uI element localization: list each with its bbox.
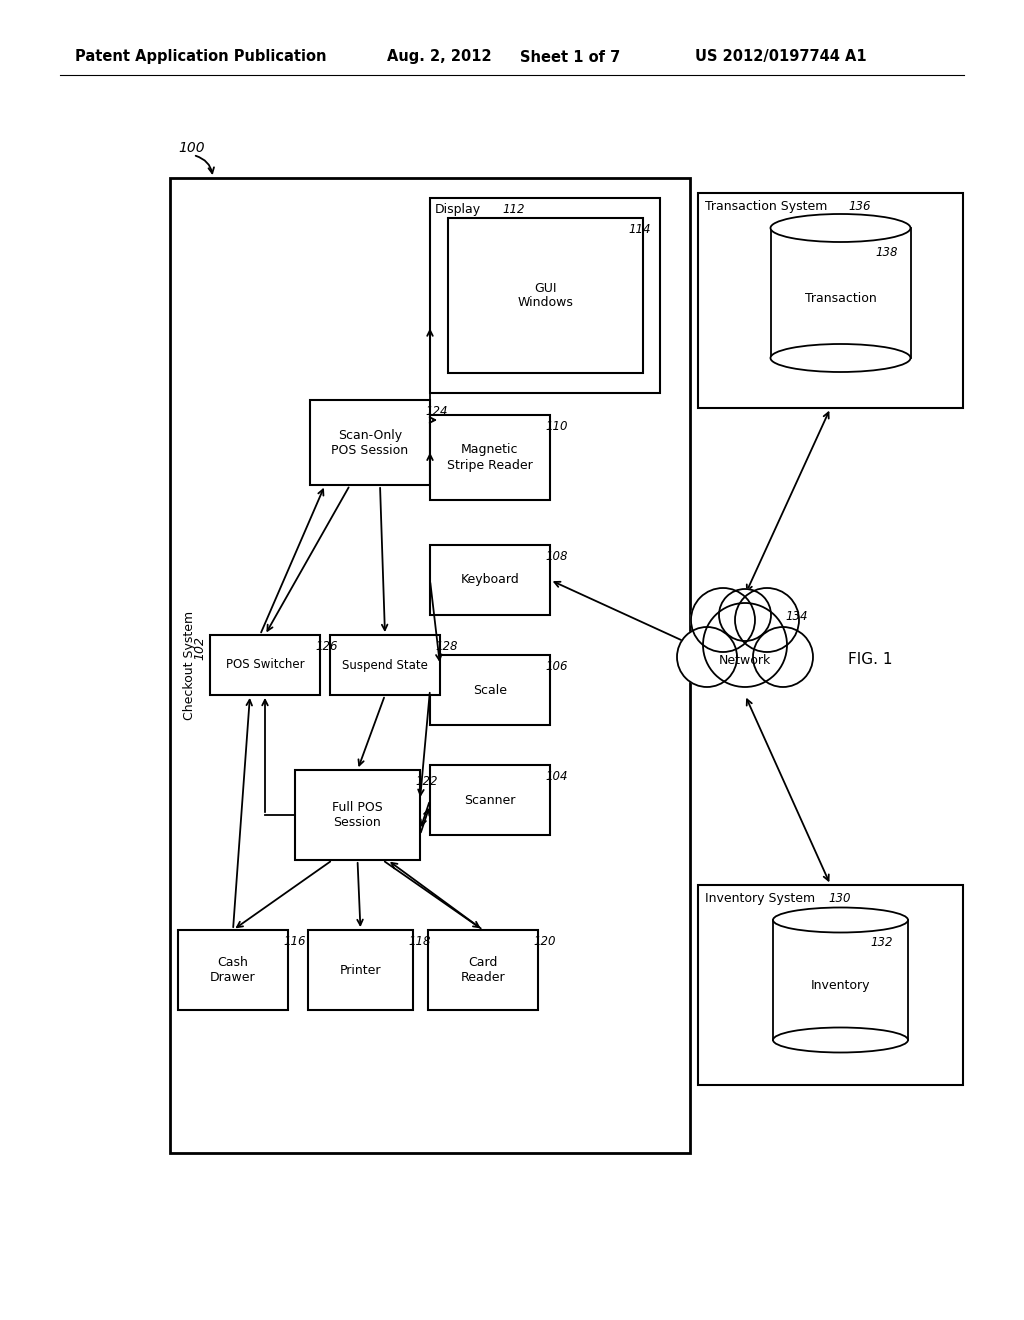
Text: 134: 134	[785, 610, 808, 623]
Text: 132: 132	[870, 936, 893, 949]
FancyBboxPatch shape	[430, 766, 550, 836]
Circle shape	[753, 627, 813, 686]
FancyBboxPatch shape	[698, 884, 963, 1085]
Circle shape	[703, 603, 787, 686]
Text: Suspend State: Suspend State	[342, 659, 428, 672]
Text: 136: 136	[848, 201, 870, 213]
Text: Scanner: Scanner	[464, 793, 516, 807]
Circle shape	[691, 587, 755, 652]
FancyBboxPatch shape	[428, 931, 538, 1010]
Text: Display: Display	[435, 203, 481, 216]
Text: 112: 112	[502, 203, 524, 216]
Text: Sheet 1 of 7: Sheet 1 of 7	[520, 49, 621, 65]
Text: 128: 128	[435, 640, 458, 653]
Text: 138: 138	[876, 247, 898, 260]
Text: Card
Reader: Card Reader	[461, 956, 505, 983]
Ellipse shape	[773, 908, 908, 932]
FancyBboxPatch shape	[449, 218, 643, 374]
Text: Network: Network	[719, 653, 771, 667]
Text: 102: 102	[193, 636, 206, 660]
FancyBboxPatch shape	[430, 655, 550, 725]
Text: 124: 124	[425, 405, 447, 418]
Text: FIG. 1: FIG. 1	[848, 652, 892, 668]
Bar	[773, 920, 908, 1040]
Circle shape	[735, 587, 799, 652]
Text: 120: 120	[534, 935, 555, 948]
Text: 114: 114	[628, 223, 650, 236]
Text: Scan-Only
POS Session: Scan-Only POS Session	[332, 429, 409, 457]
Text: Aug. 2, 2012: Aug. 2, 2012	[387, 49, 492, 65]
Text: 108: 108	[545, 550, 567, 564]
Text: 106: 106	[545, 660, 567, 673]
Ellipse shape	[770, 345, 910, 372]
Text: 110: 110	[545, 420, 567, 433]
FancyBboxPatch shape	[170, 178, 690, 1152]
Text: GUI
Windows: GUI Windows	[517, 281, 573, 309]
Text: Transaction: Transaction	[805, 292, 877, 305]
Text: Inventory: Inventory	[811, 978, 870, 991]
Text: Inventory System: Inventory System	[705, 892, 815, 906]
Text: Magnetic
Stripe Reader: Magnetic Stripe Reader	[447, 444, 532, 471]
Ellipse shape	[773, 1027, 908, 1052]
FancyBboxPatch shape	[310, 400, 430, 484]
Text: Full POS
Session: Full POS Session	[332, 801, 383, 829]
FancyBboxPatch shape	[698, 193, 963, 408]
Bar	[770, 228, 910, 358]
Circle shape	[719, 589, 771, 642]
Text: 122: 122	[415, 775, 437, 788]
Text: Checkout System: Checkout System	[183, 610, 196, 719]
Text: 126: 126	[315, 640, 338, 653]
Text: Cash
Drawer: Cash Drawer	[210, 956, 256, 983]
Circle shape	[677, 627, 737, 686]
Text: 118: 118	[408, 935, 430, 948]
Text: Patent Application Publication: Patent Application Publication	[75, 49, 327, 65]
FancyBboxPatch shape	[430, 414, 550, 500]
Text: 116: 116	[283, 935, 305, 948]
Text: US 2012/0197744 A1: US 2012/0197744 A1	[695, 49, 866, 65]
Text: Printer: Printer	[340, 964, 381, 977]
FancyBboxPatch shape	[178, 931, 288, 1010]
FancyBboxPatch shape	[330, 635, 440, 696]
Text: Scale: Scale	[473, 684, 507, 697]
FancyBboxPatch shape	[430, 545, 550, 615]
FancyBboxPatch shape	[210, 635, 319, 696]
FancyBboxPatch shape	[295, 770, 420, 861]
Text: 130: 130	[828, 892, 851, 906]
Ellipse shape	[770, 214, 910, 242]
Text: POS Switcher: POS Switcher	[225, 659, 304, 672]
Text: Transaction System: Transaction System	[705, 201, 827, 213]
FancyBboxPatch shape	[308, 931, 413, 1010]
FancyBboxPatch shape	[430, 198, 660, 393]
Text: 100: 100	[178, 141, 205, 154]
Text: Keyboard: Keyboard	[461, 573, 519, 586]
Text: 104: 104	[545, 770, 567, 783]
